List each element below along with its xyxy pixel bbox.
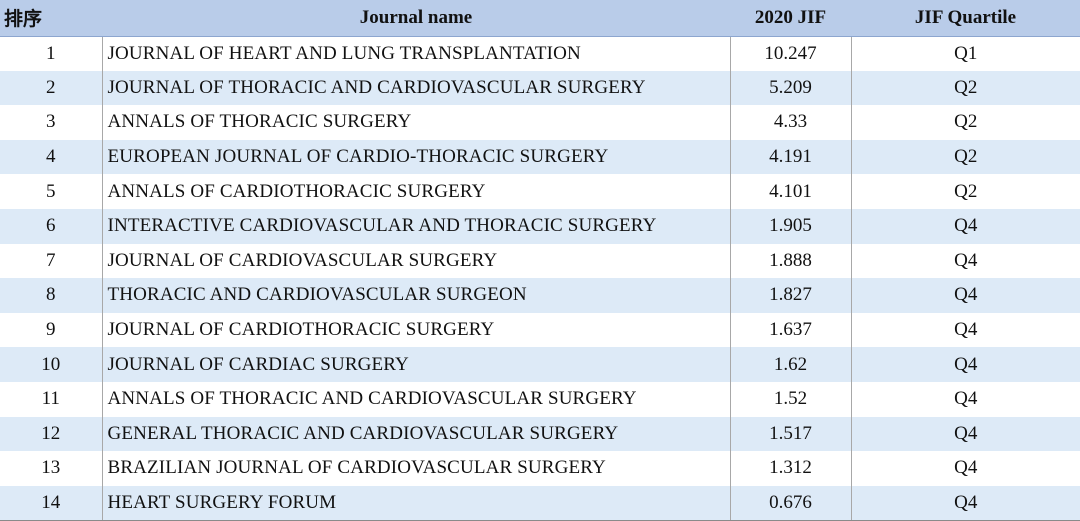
- jif-cell: 1.62: [729, 347, 851, 382]
- rank-cell: 2: [46, 76, 56, 98]
- table-row: 8 THORACIC AND CARDIOVASCULAR SURGEON 1.…: [0, 278, 1080, 313]
- header-rank: 排序: [0, 0, 102, 37]
- rank-cell: 4: [46, 146, 56, 168]
- jif-cell: 1.517: [729, 416, 851, 452]
- jif-cell: 1.637: [729, 312, 851, 348]
- table-row: 11 ANNALS OF THORACIC AND CARDIOVASCULAR…: [0, 381, 1080, 417]
- journal-name-cell: JOURNAL OF CARDIOVASCULAR SURGERY: [101, 243, 730, 279]
- rank-cell: 14: [0, 485, 102, 521]
- rank-cell: 11: [41, 388, 60, 410]
- table-row: 6 INTERACTIVE CARDIOVASCULAR AND THORACI…: [0, 208, 1080, 244]
- journal-name-cell: JOURNAL OF HEART AND LUNG TRANSPLANTATIO…: [101, 36, 730, 71]
- journal-name-cell: BRAZILIAN JOURNAL OF CARDIOVASCULAR SURG…: [101, 451, 730, 486]
- table-row: 14 HEART SURGERY FORUM 0.676 Q4: [0, 485, 1080, 521]
- jif-cell: 0.676: [729, 485, 851, 521]
- jif-cell: 1.52: [729, 381, 851, 417]
- table-row: 5 ANNALS OF CARDIOTHORACIC SURGERY 4.101…: [0, 174, 1080, 209]
- quartile-cell: Q1: [850, 36, 1080, 71]
- rank-cell: 13: [41, 457, 61, 479]
- table-row: 10 JOURNAL OF CARDIAC SURGERY 1.62 Q4: [0, 347, 1080, 382]
- quartile-cell: Q4: [850, 485, 1080, 521]
- quartile-cell: Q2: [850, 174, 1080, 209]
- header-row: 排序 Journal name 2020 JIF JIF Quartile: [0, 0, 1080, 37]
- jif-cell: 5.209: [729, 70, 851, 106]
- table-body: 1 JOURNAL OF HEART AND LUNG TRANSPLANTAT…: [0, 36, 1080, 521]
- jif-cell: 4.101: [729, 174, 851, 209]
- jif-cell: 10.247: [729, 36, 851, 71]
- quartile-cell: Q4: [850, 416, 1080, 452]
- journal-name-cell: JOURNAL OF THORACIC AND CARDIOVASCULAR S…: [101, 70, 730, 106]
- jif-cell: 4.33: [729, 105, 851, 140]
- header-jif-quartile: JIF Quartile: [851, 0, 1080, 37]
- quartile-cell: Q2: [850, 139, 1080, 175]
- quartile-cell: Q4: [850, 381, 1080, 417]
- journal-name-cell: ANNALS OF THORACIC AND CARDIOVASCULAR SU…: [101, 381, 730, 417]
- rank-cell: 5: [46, 180, 56, 202]
- quartile-cell: Q4: [850, 208, 1080, 244]
- quartile-cell: Q4: [850, 451, 1080, 486]
- quartile-cell: Q4: [850, 347, 1080, 382]
- journal-name-cell: JOURNAL OF CARDIAC SURGERY: [101, 347, 730, 382]
- jif-cell: 1.827: [729, 278, 851, 313]
- rank-cell: 7: [46, 249, 56, 271]
- jif-cell: 4.191: [729, 139, 851, 175]
- quartile-cell: Q4: [850, 243, 1080, 279]
- jif-cell: 1.905: [729, 208, 851, 244]
- table-header: 排序 Journal name 2020 JIF JIF Quartile: [0, 0, 1080, 37]
- journal-name-cell: ANNALS OF CARDIOTHORACIC SURGERY: [101, 174, 730, 209]
- table-row: 12 GENERAL THORACIC AND CARDIOVASCULAR S…: [0, 416, 1080, 452]
- table-row: 1 JOURNAL OF HEART AND LUNG TRANSPLANTAT…: [0, 36, 1080, 71]
- journal-name-cell: INTERACTIVE CARDIOVASCULAR AND THORACIC …: [101, 208, 730, 244]
- quartile-cell: Q4: [850, 312, 1080, 348]
- table-row: 9 JOURNAL OF CARDIOTHORACIC SURGERY 1.63…: [0, 312, 1080, 348]
- jif-cell: 1.888: [729, 243, 851, 279]
- rank-cell: 6: [46, 215, 56, 237]
- header-journal-name: Journal name: [102, 0, 730, 37]
- rank-cell: 10: [41, 353, 61, 375]
- quartile-cell: Q2: [850, 105, 1080, 140]
- rank-cell: 8: [46, 284, 56, 306]
- quartile-cell: Q2: [850, 70, 1080, 106]
- rank-cell: 1: [46, 42, 56, 64]
- journal-name-cell: GENERAL THORACIC AND CARDIOVASCULAR SURG…: [101, 416, 730, 452]
- journal-name-cell: JOURNAL OF CARDIOTHORACIC SURGERY: [101, 312, 730, 348]
- table-row: 4 EUROPEAN JOURNAL OF CARDIO-THORACIC SU…: [0, 139, 1080, 175]
- table-row: 13 BRAZILIAN JOURNAL OF CARDIOVASCULAR S…: [0, 451, 1080, 486]
- quartile-cell: Q4: [850, 278, 1080, 313]
- journal-name-cell: THORACIC AND CARDIOVASCULAR SURGEON: [101, 278, 730, 313]
- rank-cell: 3: [46, 111, 56, 133]
- journal-name-cell: HEART SURGERY FORUM: [101, 485, 730, 521]
- table-row: 7 JOURNAL OF CARDIOVASCULAR SURGERY 1.88…: [0, 243, 1080, 279]
- journal-name-cell: ANNALS OF THORACIC SURGERY: [101, 105, 730, 140]
- jif-cell: 1.312: [729, 451, 851, 486]
- table-row: 3 ANNALS OF THORACIC SURGERY 4.33 Q2: [0, 105, 1080, 140]
- rank-cell: 12: [41, 422, 61, 444]
- table-row: 2 JOURNAL OF THORACIC AND CARDIOVASCULAR…: [0, 70, 1080, 106]
- journal-name-cell: EUROPEAN JOURNAL OF CARDIO-THORACIC SURG…: [101, 139, 730, 175]
- rank-cell: 9: [46, 319, 56, 341]
- header-2020-jif: 2020 JIF: [730, 0, 851, 37]
